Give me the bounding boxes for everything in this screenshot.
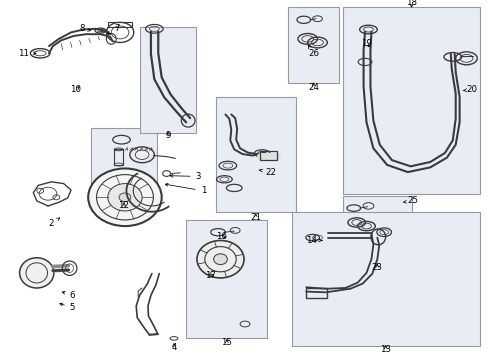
Ellipse shape [130,147,154,163]
Bar [186,220,267,338]
Text: 14: 14 [306,236,322,245]
Ellipse shape [20,258,54,288]
Text: 13: 13 [380,346,391,354]
Text: 19: 19 [361,39,372,48]
Text: 5: 5 [60,303,75,312]
Text: 4: 4 [171,343,177,352]
Text: 11: 11 [18,49,36,58]
Bar [216,97,296,212]
Text: 22: 22 [259,167,276,176]
Ellipse shape [108,184,142,211]
Text: 1: 1 [165,183,206,195]
Text: 8: 8 [79,23,91,32]
Text: 21: 21 [250,213,261,222]
Ellipse shape [197,240,244,278]
Bar [292,212,480,346]
Text: 6: 6 [62,291,75,300]
Bar [343,196,412,263]
Text: 2: 2 [49,218,60,228]
Text: 9: 9 [166,130,171,139]
Text: 24: 24 [308,83,319,91]
Text: 3: 3 [170,172,201,181]
Text: 7: 7 [107,23,120,34]
Bar [114,149,123,165]
Bar [343,7,480,194]
Bar [140,27,196,133]
Bar [306,288,327,298]
Bar [260,151,277,160]
Ellipse shape [119,193,131,202]
Ellipse shape [214,254,227,265]
Text: 16: 16 [216,233,227,242]
Text: 23: 23 [372,263,383,271]
Text: 10: 10 [71,85,81,94]
Text: 17: 17 [205,271,216,280]
Text: 20: 20 [463,85,477,94]
Bar [288,7,339,83]
Text: 25: 25 [404,197,418,205]
Ellipse shape [88,168,162,226]
Bar [91,128,157,203]
Text: 26: 26 [308,46,319,58]
Text: 12: 12 [119,201,129,210]
Text: 18: 18 [406,0,417,7]
Text: 15: 15 [221,338,232,347]
